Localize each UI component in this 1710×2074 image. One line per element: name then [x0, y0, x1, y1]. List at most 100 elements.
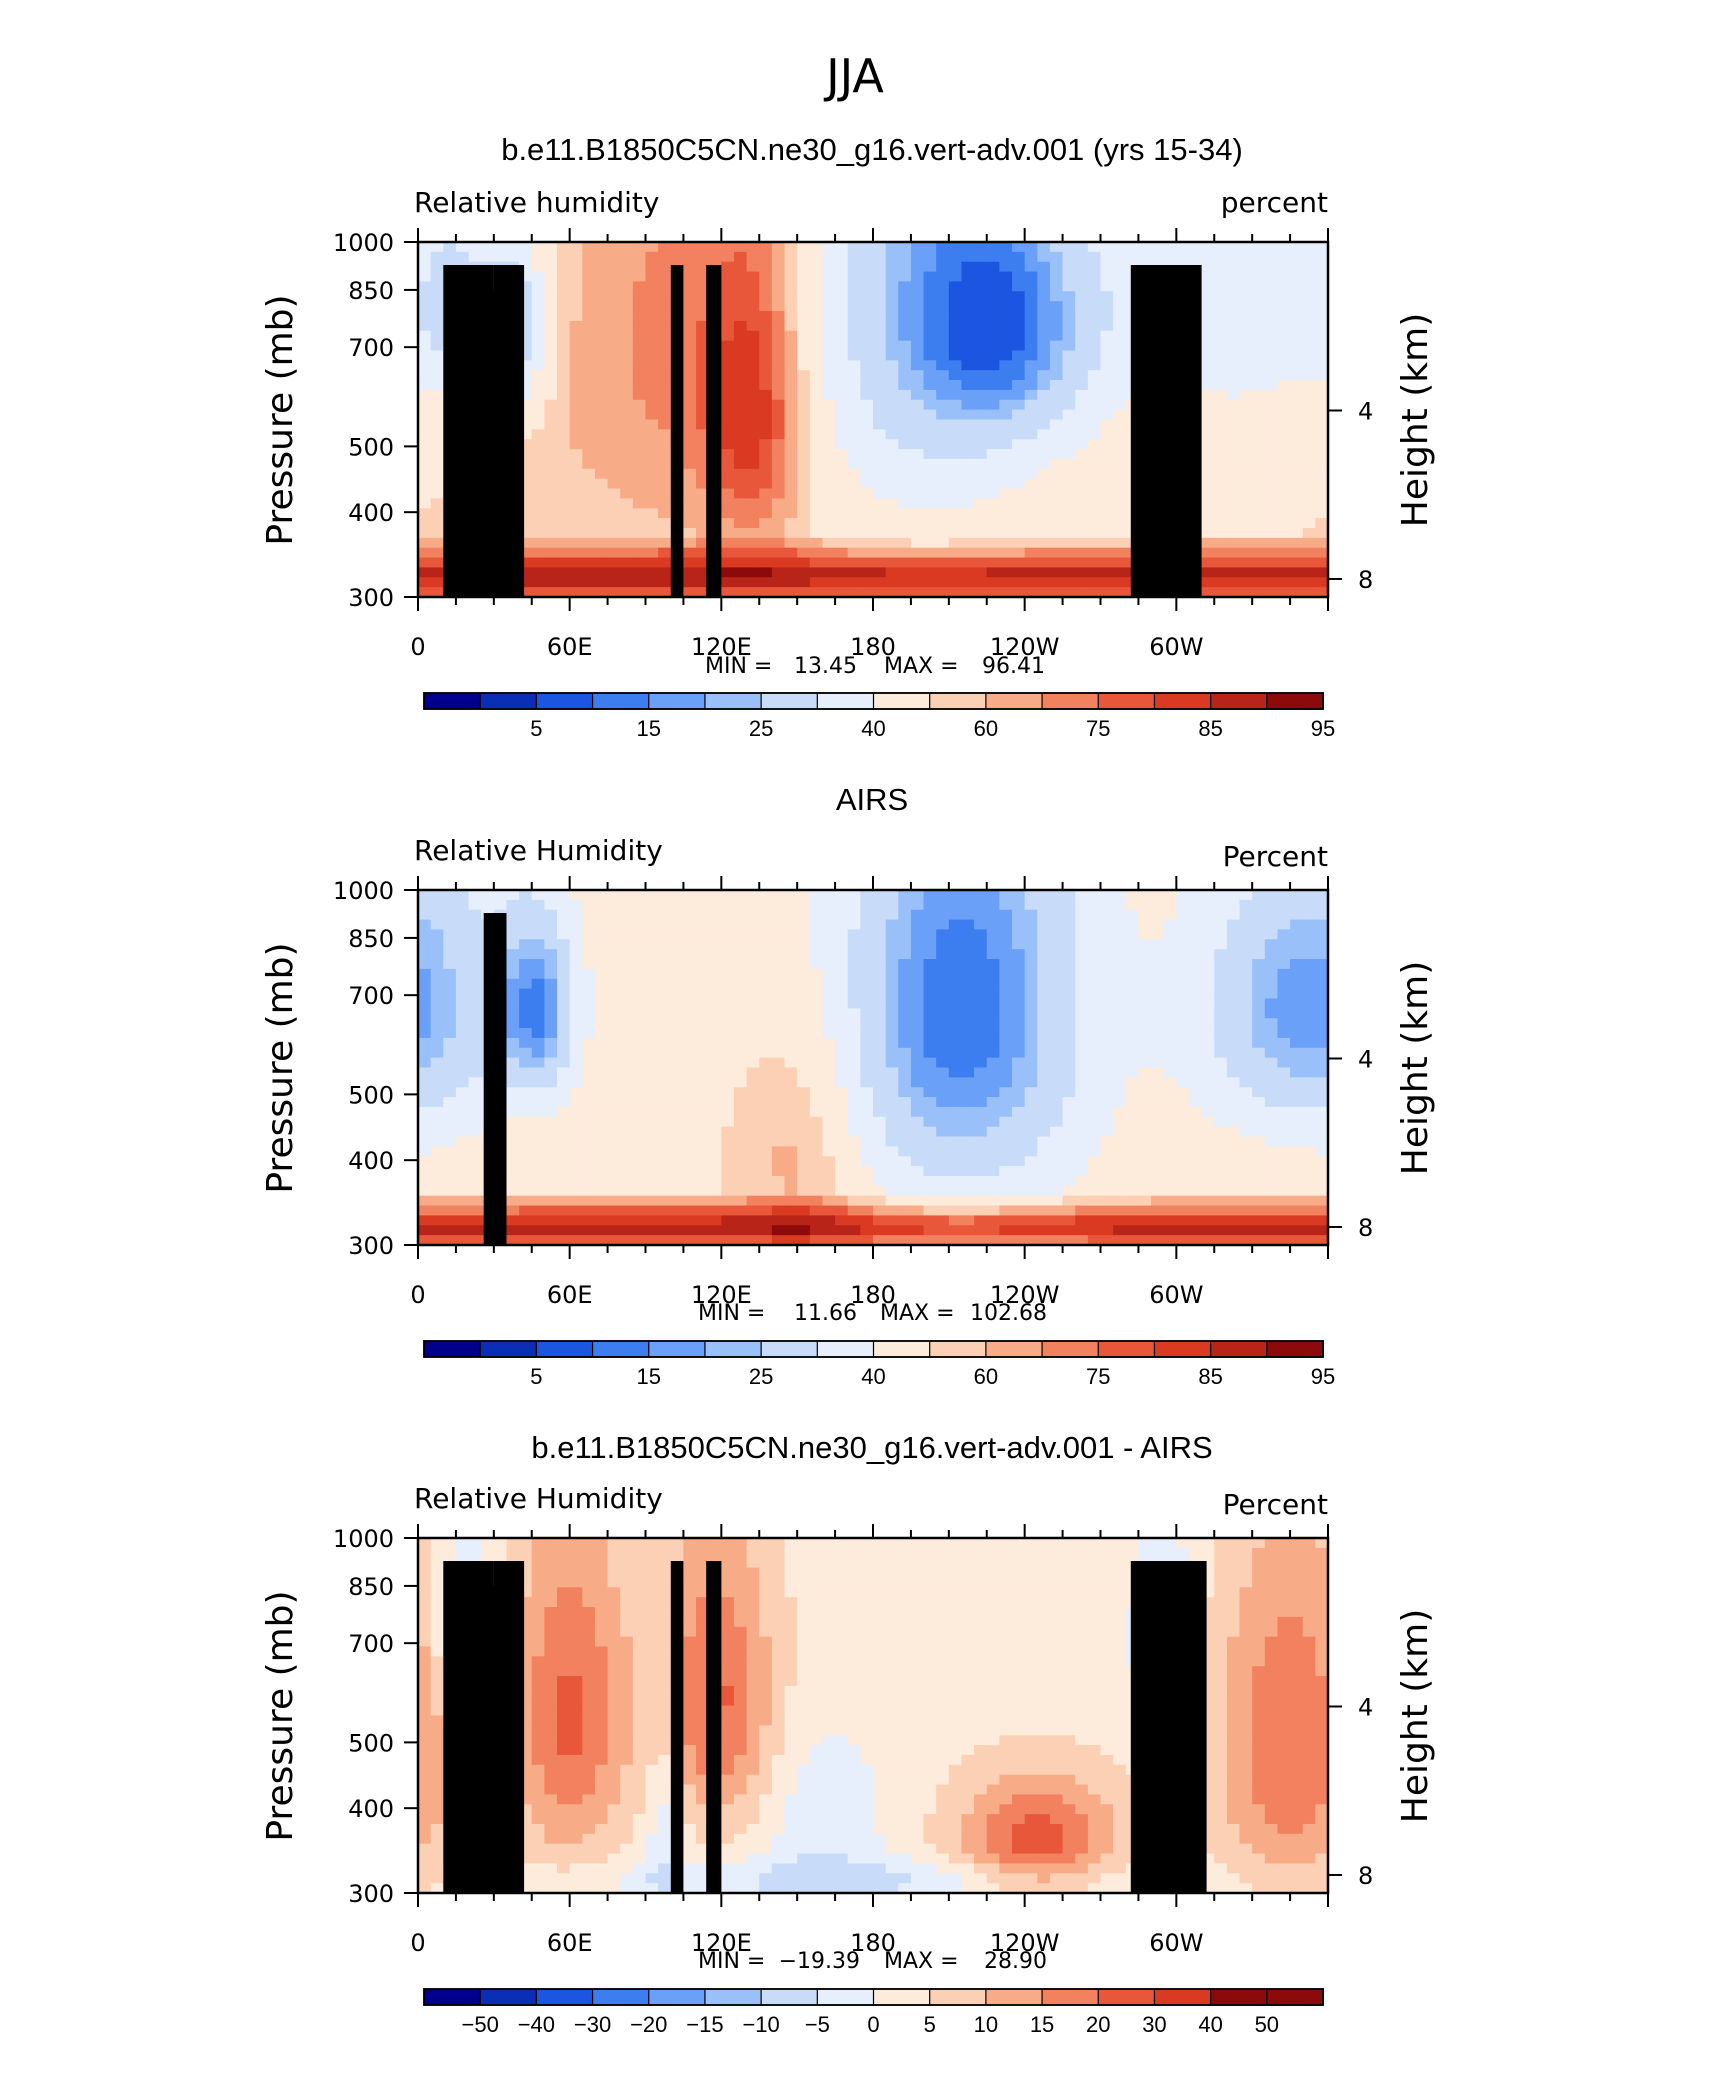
- heatmap-cell: [519, 557, 533, 569]
- heatmap-cell: [658, 998, 672, 1009]
- heatmap-cell: [1188, 1087, 1203, 1098]
- heatmap-cell: [1049, 320, 1064, 332]
- heatmap-cell: [784, 389, 798, 401]
- heatmap-cell: [923, 1047, 937, 1059]
- heatmap-cell: [1049, 1077, 1064, 1088]
- heatmap-cell: [948, 330, 963, 342]
- heatmap-cell: [759, 1097, 773, 1108]
- heatmap-cell: [443, 1116, 457, 1128]
- heatmap-cell: [696, 1195, 710, 1207]
- heatmap-cell: [910, 389, 925, 401]
- heatmap-cell: [1125, 242, 1140, 253]
- heatmap-cell: [759, 1106, 773, 1118]
- heatmap-cell: [974, 281, 988, 292]
- heatmap-cell: [582, 537, 596, 549]
- heatmap-cell: [898, 330, 912, 342]
- heatmap-cell: [569, 301, 583, 312]
- heatmap-cell: [1049, 488, 1064, 499]
- heatmap-cell: [999, 518, 1013, 529]
- heatmap-cell: [936, 429, 950, 440]
- heatmap-cell: [948, 1037, 963, 1049]
- heatmap-cell: [1100, 909, 1114, 921]
- heatmap-cell: [1049, 271, 1064, 283]
- heatmap-cell: [860, 939, 874, 950]
- heatmap-cell: [1201, 909, 1215, 921]
- heatmap-cell: [582, 271, 596, 283]
- heatmap-cell: [936, 311, 950, 322]
- heatmap-cell: [999, 1106, 1013, 1118]
- heatmap-cell: [1201, 1018, 1215, 1029]
- heatmap-cell: [835, 439, 849, 450]
- heatmap-cell: [1087, 320, 1102, 332]
- heatmap-cell: [733, 419, 748, 430]
- heatmap-cell: [733, 478, 748, 490]
- heatmap-cell: [721, 1077, 735, 1088]
- heatmap-cell: [607, 1175, 621, 1187]
- heatmap-cell: [1062, 360, 1076, 371]
- heatmap-cell: [809, 301, 824, 312]
- heatmap-cell: [1049, 1166, 1064, 1177]
- heatmap-cell: [519, 527, 533, 539]
- heatmap-cell: [1113, 890, 1127, 901]
- heatmap-cell: [468, 1175, 482, 1187]
- heatmap-cell: [961, 1097, 975, 1108]
- heatmap-cell: [1226, 577, 1241, 588]
- heatmap-cell: [860, 1028, 874, 1039]
- heatmap-cell: [1290, 508, 1304, 519]
- heatmap-cell: [430, 988, 444, 1000]
- heatmap-cell: [1176, 1028, 1190, 1039]
- heatmap-cell: [784, 968, 798, 980]
- heatmap-cell: [557, 1116, 571, 1128]
- heatmap-cell: [1024, 527, 1038, 539]
- heatmap-cell: [1062, 998, 1076, 1009]
- heatmap-cell: [797, 311, 811, 322]
- heatmap-cell: [670, 909, 685, 921]
- heatmap-cell: [746, 468, 760, 480]
- heatmap-cell: [645, 949, 659, 960]
- heatmap-cell: [632, 311, 647, 322]
- heatmap-cell: [759, 1057, 773, 1069]
- heatmap-cell: [632, 1057, 647, 1069]
- heatmap-cell: [582, 939, 596, 950]
- heatmap-cell: [1151, 949, 1165, 960]
- heatmap-cell: [418, 890, 432, 901]
- heatmap-cell: [936, 1126, 950, 1138]
- heatmap-cell: [961, 261, 975, 273]
- heatmap-cell: [784, 899, 798, 911]
- heatmap-cell: [797, 978, 811, 990]
- heatmap-cell: [557, 1185, 571, 1197]
- heatmap-cell: [961, 1156, 975, 1167]
- heatmap-cell: [797, 1047, 811, 1059]
- heatmap-cell: [974, 1097, 988, 1108]
- heatmap-cell: [557, 449, 571, 460]
- heatmap-cell: [822, 949, 836, 960]
- heatmap-cell: [569, 988, 583, 1000]
- heatmap-cell: [531, 251, 545, 263]
- heatmap-cell: [531, 1136, 545, 1147]
- heatmap-cell: [809, 1028, 824, 1039]
- land-mask: [706, 265, 722, 597]
- heatmap-cell: [443, 899, 457, 911]
- heatmap-cell: [873, 261, 887, 273]
- heatmap-cell: [746, 1126, 760, 1138]
- heatmap-cell: [670, 1116, 685, 1128]
- heatmap-cell: [582, 458, 596, 470]
- heatmap-cell: [506, 909, 520, 921]
- heatmap-cell: [771, 498, 786, 509]
- heatmap-cell: [506, 939, 520, 950]
- heatmap-cell: [1087, 1205, 1102, 1217]
- heatmap-cell: [531, 360, 545, 371]
- heatmap-cell: [721, 389, 735, 401]
- heatmap-cell: [1252, 547, 1266, 559]
- heatmap-cell: [1037, 360, 1051, 371]
- heatmap-cell: [948, 399, 963, 411]
- heatmap-cell: [1087, 498, 1102, 509]
- heatmap-cell: [607, 1077, 621, 1088]
- heatmap-cell: [721, 1047, 735, 1059]
- heatmap-cell: [1188, 1008, 1203, 1019]
- x-tick-label: 120W: [990, 633, 1060, 661]
- heatmap-cell: [455, 1175, 470, 1187]
- heatmap-cell: [936, 1047, 950, 1059]
- heatmap-cell: [582, 389, 596, 401]
- heatmap-cell: [721, 409, 735, 421]
